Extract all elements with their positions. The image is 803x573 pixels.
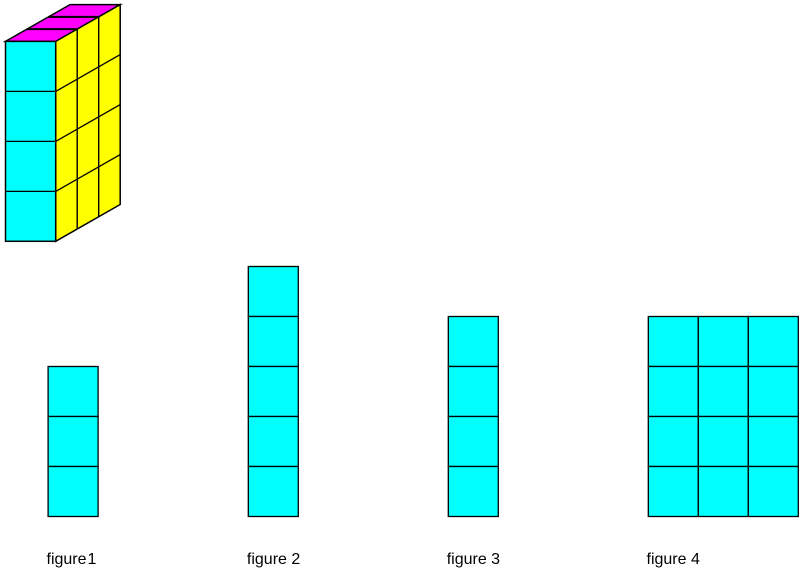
svg-text:figure 3: figure 3 <box>447 551 500 568</box>
svg-text:figure 4: figure 4 <box>647 551 700 568</box>
svg-text:figure 1: figure 1 <box>47 551 97 568</box>
svg-text:figure 2: figure 2 <box>247 551 300 568</box>
